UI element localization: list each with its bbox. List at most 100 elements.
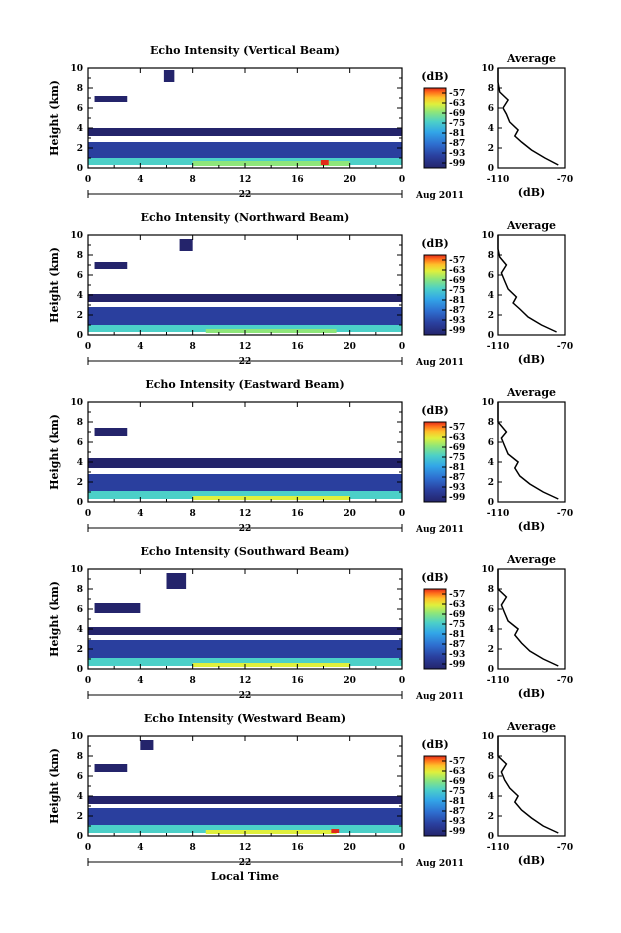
avg-y-tick-label: 0 xyxy=(488,331,494,341)
colorbar-tick-label: -57 xyxy=(449,256,465,266)
average-title: Average xyxy=(506,553,556,566)
colorbar-tick-label: -81 xyxy=(449,129,465,139)
avg-x-tick-label: -70 xyxy=(557,342,573,352)
colorbar xyxy=(423,421,447,503)
y-axis-label: Height (km) xyxy=(48,748,61,824)
x-tick-label: 0 xyxy=(399,843,405,853)
colorbar-tick-label: -81 xyxy=(449,797,465,807)
x-tick-label: 20 xyxy=(343,843,356,853)
avg-y-tick-label: 2 xyxy=(488,645,494,655)
heatmap-cell xyxy=(88,640,402,658)
avg-x-tick-label: -70 xyxy=(557,676,573,686)
x-tick-label: 0 xyxy=(399,342,405,352)
avg-y-tick-label: 4 xyxy=(488,458,494,468)
heatmap-cell xyxy=(88,474,402,491)
colorbar-tick-label: -69 xyxy=(449,276,465,286)
colorbar-tick-label: -93 xyxy=(449,817,465,827)
colorbar-tick-label: -75 xyxy=(449,453,465,463)
avg-y-tick-label: 10 xyxy=(481,231,494,241)
x-tick-label: 4 xyxy=(137,843,143,853)
heatmap-cell xyxy=(320,160,329,165)
colorbar-tick-label: -57 xyxy=(449,757,465,767)
avg-y-tick-label: 10 xyxy=(481,565,494,575)
colorbar-tick-label: -87 xyxy=(449,807,465,817)
x-tick-label: 0 xyxy=(85,509,91,519)
avg-y-tick-label: 0 xyxy=(488,498,494,508)
y-tick-label: 10 xyxy=(70,565,83,575)
x-tick-label: 0 xyxy=(399,509,405,519)
avg-y-tick-label: 2 xyxy=(488,311,494,321)
x-tick-label: 0 xyxy=(399,175,405,185)
heatmap-cell xyxy=(94,262,128,269)
day-label: 22 xyxy=(239,190,252,200)
colorbar-unit: (dB) xyxy=(421,70,448,83)
y-axis-label: Height (km) xyxy=(48,247,61,323)
y-tick-label: 2 xyxy=(77,812,83,822)
colorbar-tick-label: -87 xyxy=(449,306,465,316)
heatmap-cell xyxy=(88,307,402,325)
x-tick-label: 4 xyxy=(137,676,143,686)
colorbar-unit: (dB) xyxy=(421,237,448,250)
avg-y-tick-label: 0 xyxy=(488,164,494,174)
x-tick-label: 20 xyxy=(343,676,356,686)
colorbar-tick-label: -99 xyxy=(449,326,465,336)
heatmap-cell xyxy=(205,329,337,333)
x-tick-label: 16 xyxy=(291,843,304,853)
heatmap-cell xyxy=(88,458,402,468)
avg-x-tick-label: -110 xyxy=(487,342,510,352)
heatmap-cell xyxy=(88,128,402,136)
colorbar xyxy=(423,755,447,837)
average-title: Average xyxy=(506,52,556,65)
x-tick-label: 4 xyxy=(137,175,143,185)
colorbar-tick-label: -81 xyxy=(449,463,465,473)
heatmap-cell xyxy=(88,627,402,635)
date-label: Aug 2011 xyxy=(415,692,464,702)
colorbar-unit: (dB) xyxy=(421,738,448,751)
panel-title: Echo Intensity (Southward Beam) xyxy=(141,545,350,558)
y-tick-label: 2 xyxy=(77,144,83,154)
panel-title: Echo Intensity (Northward Beam) xyxy=(141,211,350,224)
x-tick-label: 12 xyxy=(239,843,252,853)
y-tick-label: 4 xyxy=(77,458,83,468)
x-tick-label: 0 xyxy=(85,175,91,185)
colorbar-tick-label: -69 xyxy=(449,443,465,453)
avg-x-tick-label: -110 xyxy=(487,676,510,686)
y-tick-label: 2 xyxy=(77,311,83,321)
x-tick-label: 16 xyxy=(291,175,304,185)
heatmap-cell xyxy=(192,496,350,500)
x-tick-label: 0 xyxy=(85,342,91,352)
y-tick-label: 8 xyxy=(77,418,83,428)
x-tick-label: 4 xyxy=(137,509,143,519)
colorbar xyxy=(423,87,447,169)
panel-title: Echo Intensity (Westward Beam) xyxy=(144,712,346,725)
avg-y-tick-label: 8 xyxy=(488,752,494,762)
colorbar-tick-label: -75 xyxy=(449,119,465,129)
colorbar-tick-label: -81 xyxy=(449,296,465,306)
colorbar-tick-label: -87 xyxy=(449,139,465,149)
x-tick-label: 0 xyxy=(399,676,405,686)
x-tick-label: 8 xyxy=(190,342,196,352)
x-tick-label: 12 xyxy=(239,676,252,686)
avg-x-tick-label: -70 xyxy=(557,843,573,853)
heatmap-cell xyxy=(88,658,402,666)
colorbar-tick-label: -63 xyxy=(449,433,465,443)
average-profile-line xyxy=(497,736,559,834)
heatmap-cell xyxy=(94,764,128,772)
average-title: Average xyxy=(506,219,556,232)
average-x-label: (dB) xyxy=(518,687,545,700)
average-title: Average xyxy=(506,386,556,399)
heatmap-cell xyxy=(88,825,402,833)
colorbar-tick-label: -87 xyxy=(449,473,465,483)
heatmap-cell xyxy=(331,829,340,833)
avg-y-tick-label: 6 xyxy=(488,772,494,782)
date-label: Aug 2011 xyxy=(415,859,464,869)
colorbar-tick-label: -57 xyxy=(449,590,465,600)
y-tick-label: 0 xyxy=(77,665,83,675)
y-tick-label: 4 xyxy=(77,792,83,802)
panel-1: Echo Intensity (Vertical Beam) 0 2 4 6 8 10 Hei… xyxy=(48,44,573,201)
day-label: 22 xyxy=(239,357,252,367)
colorbar-tick-label: -57 xyxy=(449,89,465,99)
avg-y-tick-label: 6 xyxy=(488,438,494,448)
y-tick-label: 4 xyxy=(77,625,83,635)
